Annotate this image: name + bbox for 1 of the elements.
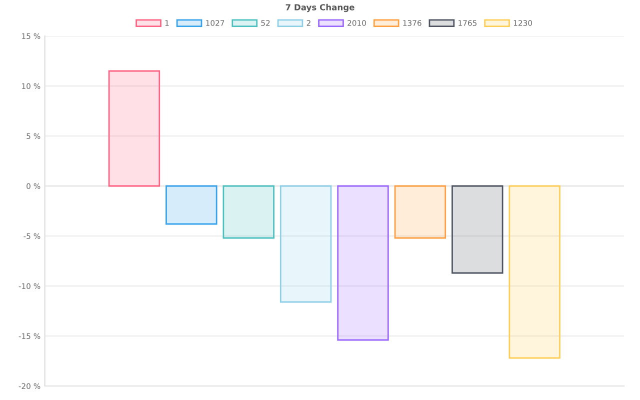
chart-title: 7 Days Change — [286, 4, 354, 12]
